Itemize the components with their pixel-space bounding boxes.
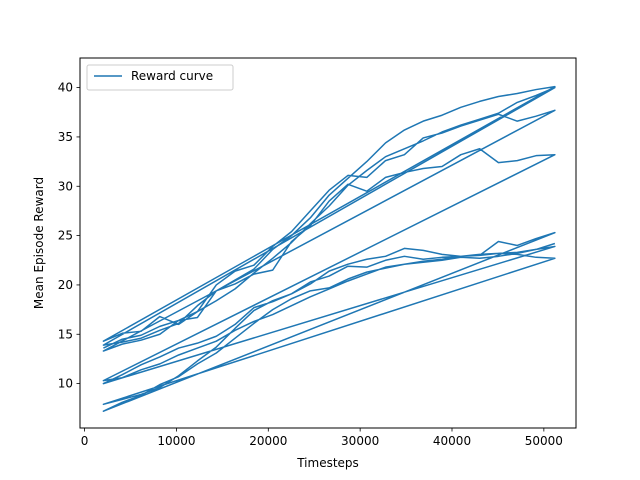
series-line-0 xyxy=(102,85,556,412)
y-tick-label: 15 xyxy=(58,327,73,341)
x-tick-label: 40000 xyxy=(433,434,471,448)
legend: Reward curve xyxy=(86,64,234,91)
plot-content xyxy=(102,85,556,412)
x-tick-label: 0 xyxy=(81,434,89,448)
y-tick-label: 30 xyxy=(58,179,73,193)
x-axis: 0 10000 20000 30000 40000 50000 xyxy=(81,428,563,448)
y-axis-label: Mean Episode Reward xyxy=(32,177,46,309)
legend-box xyxy=(86,64,234,91)
x-tick-label: 50000 xyxy=(525,434,563,448)
x-axis-label: Timesteps xyxy=(296,456,359,470)
y-tick-label: 40 xyxy=(58,81,73,95)
legend-label: Reward curve xyxy=(131,69,213,83)
y-tick-label: 20 xyxy=(58,278,73,292)
x-tick-label: 20000 xyxy=(249,434,287,448)
y-tick-label: 10 xyxy=(58,377,73,391)
y-tick-label: 25 xyxy=(58,229,73,243)
x-tick-label: 10000 xyxy=(157,434,195,448)
x-tick-label: 30000 xyxy=(341,434,379,448)
y-axis: 10 15 20 25 30 35 40 xyxy=(58,81,80,391)
y-tick-label: 35 xyxy=(58,130,73,144)
axes-frame xyxy=(79,57,577,429)
